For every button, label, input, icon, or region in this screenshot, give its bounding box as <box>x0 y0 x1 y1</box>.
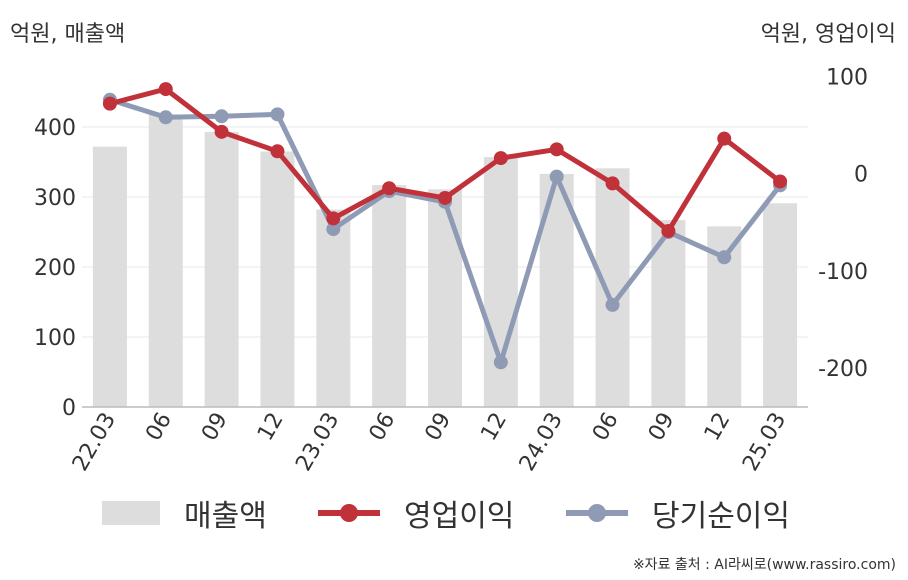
left-tick-label: 200 <box>34 256 76 281</box>
net-income-point <box>549 169 564 184</box>
net-income-point <box>214 109 229 124</box>
operating-profit-point <box>493 151 508 166</box>
net-income-point <box>605 297 620 312</box>
net-income-point <box>717 250 732 265</box>
x-tick-label: 09 <box>421 409 457 446</box>
net-income-point <box>493 355 508 370</box>
operating-profit-point <box>326 211 341 226</box>
operating-profit-point <box>102 96 117 111</box>
operating-profit-point <box>214 124 229 139</box>
legend-label-revenue: 매출액 <box>184 499 267 534</box>
x-tick-label: 23.03 <box>291 409 344 476</box>
legend: 매출액 영업이익 당기순이익 <box>0 490 908 540</box>
legend-label-operating-profit: 영업이익 <box>404 499 515 534</box>
net-income-point <box>158 110 173 125</box>
revenue-swatch <box>102 501 160 525</box>
x-tick-label: 09 <box>197 409 233 446</box>
left-axis-unit: 억원, 매출액 <box>10 22 126 47</box>
operating-profit-point <box>438 190 452 205</box>
revenue-bar <box>651 220 686 407</box>
operating-profit-point <box>270 144 285 159</box>
x-tick-label: 09 <box>644 409 680 446</box>
operating-profit-point <box>773 174 788 189</box>
revenue-bar <box>260 151 295 407</box>
net-income-point <box>270 107 285 122</box>
revenue-bar <box>372 185 407 407</box>
revenue-bar <box>763 203 798 407</box>
right-axis-unit: 억원, 영업이익 <box>760 22 896 47</box>
x-tick-label: 06 <box>365 409 401 446</box>
x-tick-label: 06 <box>588 409 624 446</box>
operating-profit-point <box>661 224 676 239</box>
revenue-bar <box>428 189 462 407</box>
revenue-bar <box>204 131 239 407</box>
legend-item-revenue: 매출액 <box>102 490 267 536</box>
x-tick-label: 12 <box>476 409 512 446</box>
operating-profit-point <box>549 142 564 157</box>
x-tick-label: 12 <box>700 409 736 446</box>
revenue-bar <box>92 146 127 407</box>
x-tick-label: 12 <box>253 409 289 446</box>
x-tick-label: 25.03 <box>738 409 791 476</box>
right-tick-label: -100 <box>818 260 868 285</box>
x-tick-label: 24.03 <box>515 409 568 476</box>
legend-item-operating-profit: 영업이익 <box>318 490 514 536</box>
right-tick-label: 100 <box>826 65 868 90</box>
right-tick-label: 0 <box>854 163 868 188</box>
left-axis-ticks: 0 100 200 300 400 <box>34 116 76 421</box>
legend-label-net-income: 당기순이익 <box>652 499 790 534</box>
operating-profit-point <box>158 82 173 97</box>
revenue-bar <box>483 157 518 407</box>
x-axis-ticks: 22.03 06 09 12 23.03 06 09 12 24.03 06 09 12 25.03 <box>68 409 791 476</box>
left-tick-label: 400 <box>34 116 76 141</box>
profit-lines <box>102 82 788 370</box>
x-tick-label: 06 <box>141 409 177 446</box>
right-axis-ticks: -200 -100 0 100 <box>818 65 868 382</box>
left-tick-label: 100 <box>34 326 76 351</box>
net-income-swatch <box>566 501 628 525</box>
left-tick-label: 300 <box>34 186 76 211</box>
operating-profit-point <box>382 181 397 196</box>
source-note: ※자료 출처 : AI라씨로(www.rassiro.com) <box>632 557 896 573</box>
revenue-bars <box>92 114 798 408</box>
operating-profit-point <box>605 176 620 191</box>
legend-item-net-income: 당기순이익 <box>566 490 790 536</box>
revenue-bar <box>148 114 183 408</box>
operating-profit-swatch <box>318 501 380 525</box>
net-income-point <box>326 222 341 237</box>
revenue-bar <box>316 209 351 407</box>
left-tick-label: 0 <box>62 396 76 421</box>
operating-profit-point <box>717 131 732 146</box>
right-tick-label: -200 <box>818 357 868 382</box>
